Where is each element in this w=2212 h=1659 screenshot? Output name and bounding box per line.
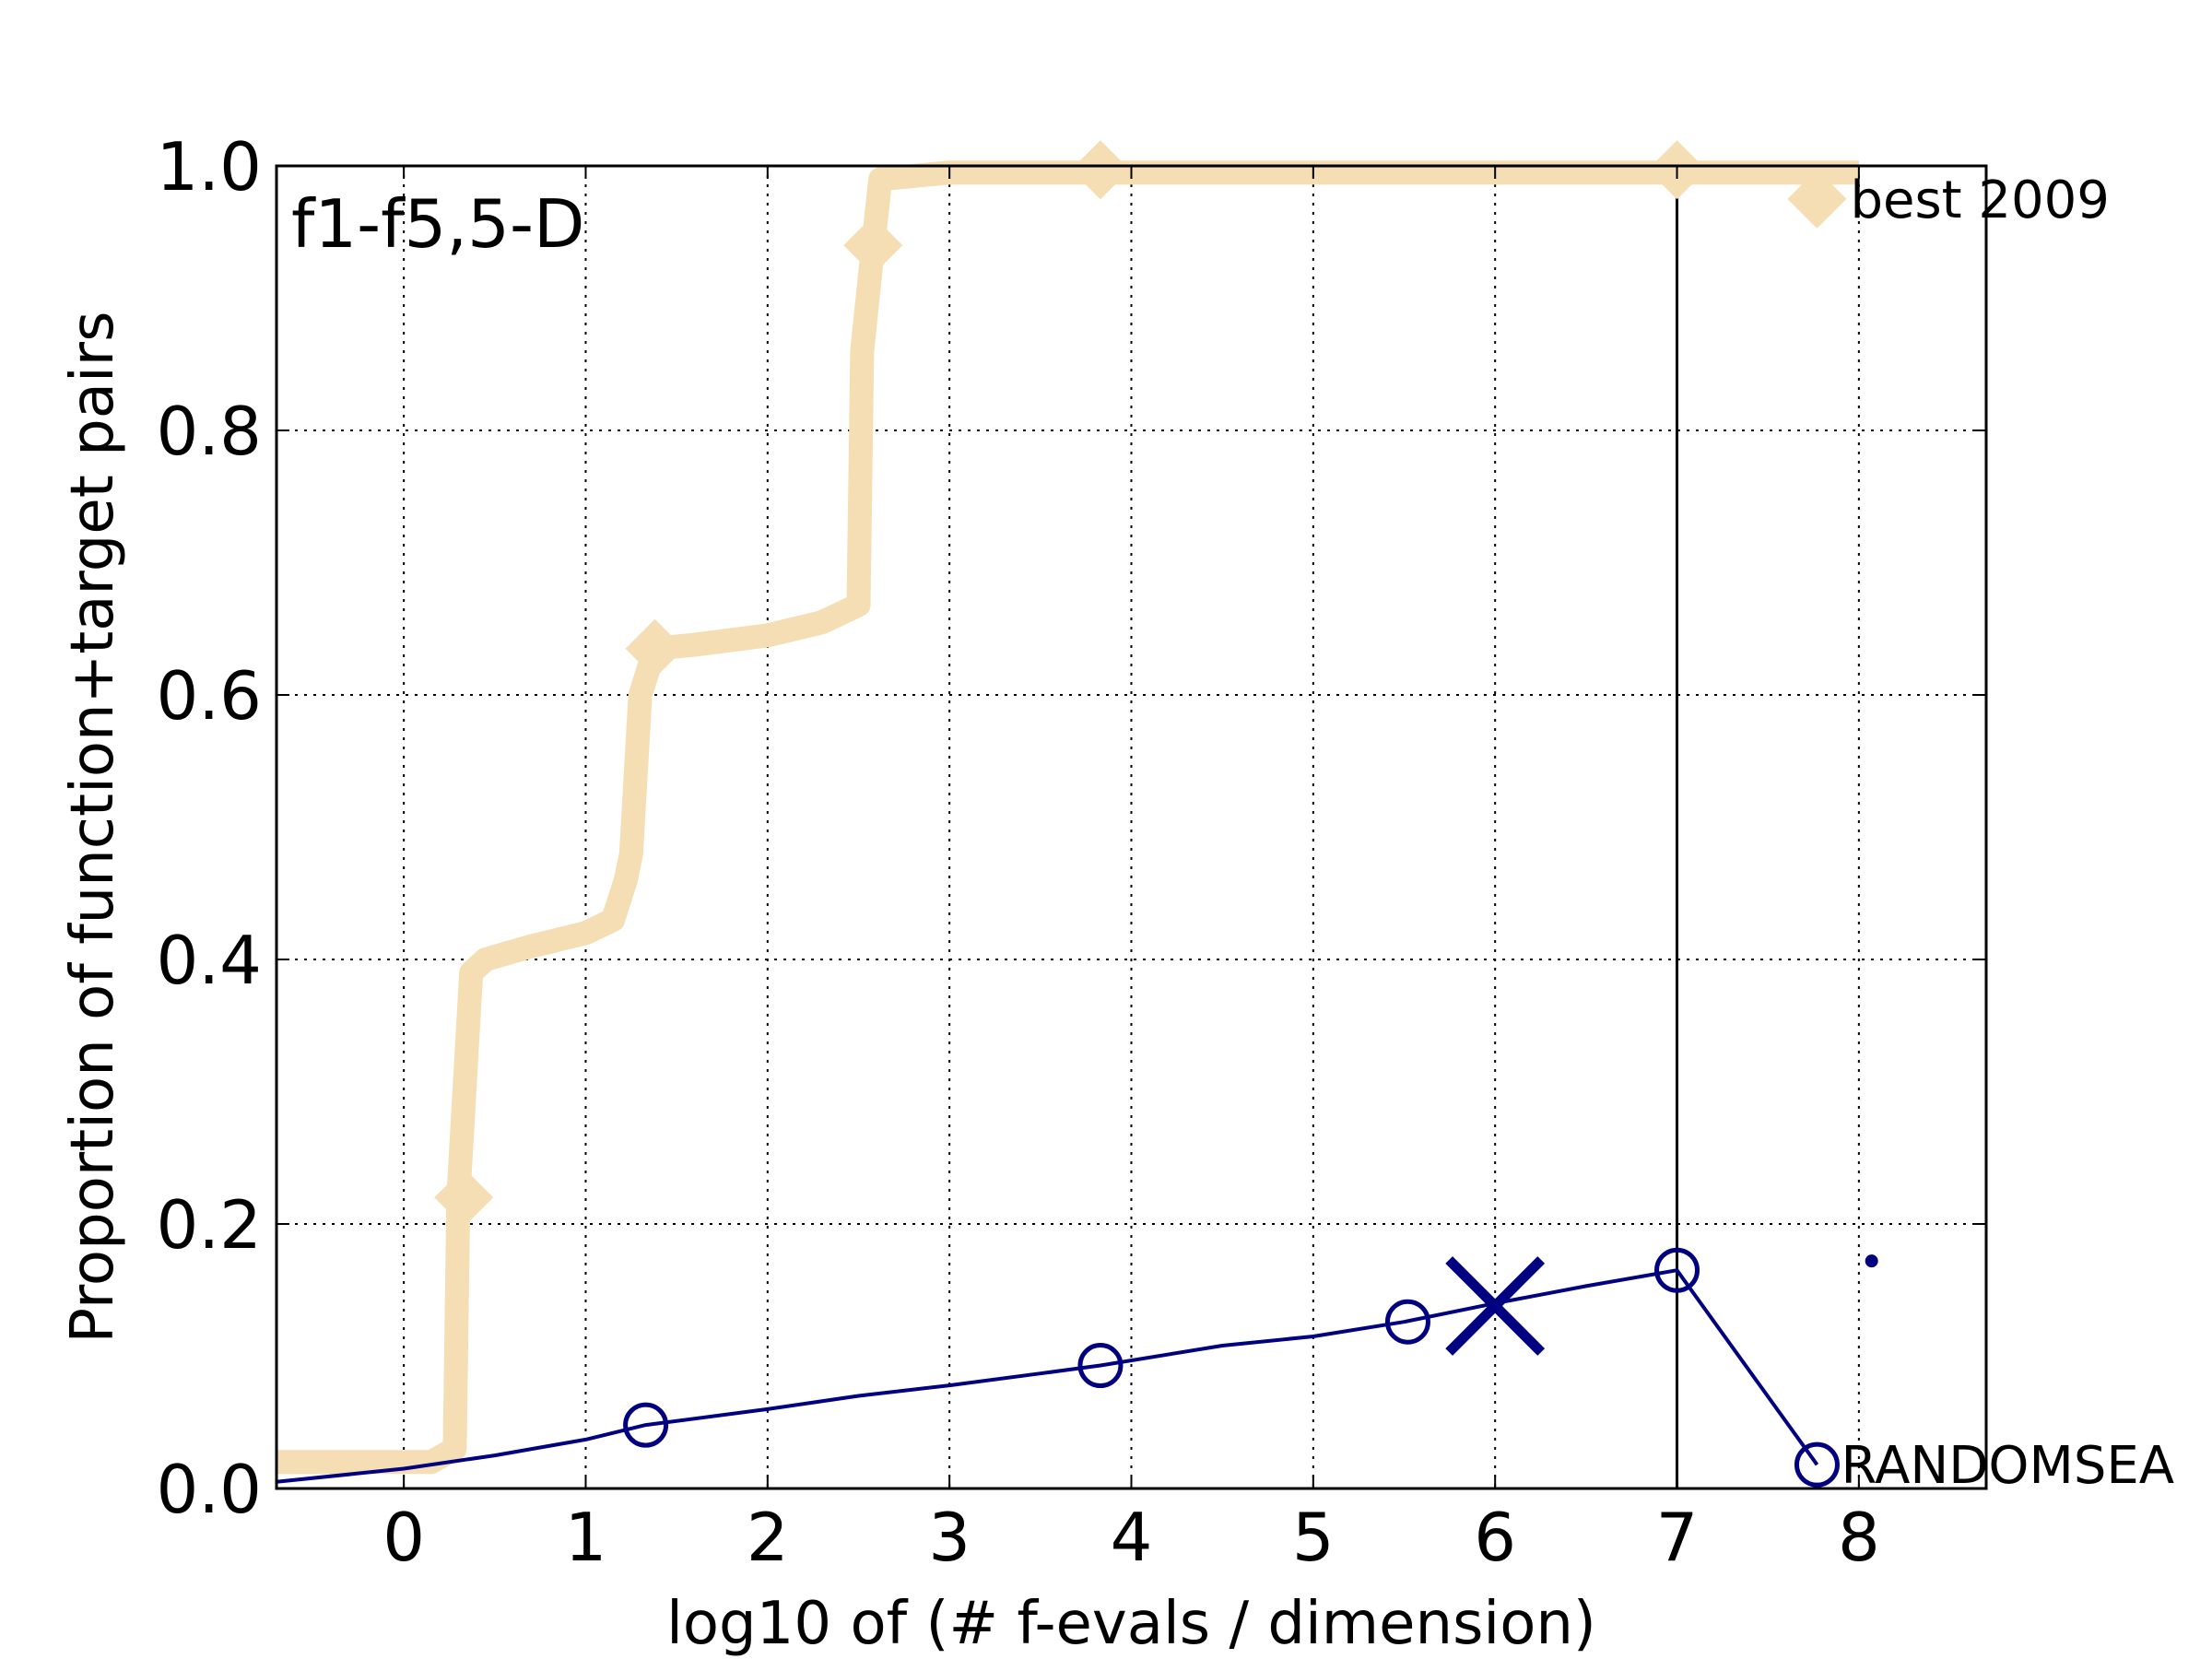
marker-best-2009 [434,1168,494,1228]
marker-best-2009 [843,216,903,276]
series-line-randomsea [276,1268,1819,1484]
marker-randomsea [623,1402,669,1448]
x-tick-label: 3 [928,1499,971,1576]
series-label-randomsea: RANDOMSEA [1841,1436,2174,1496]
series-group [276,140,1878,1488]
x-axis-label: log10 of (# f-evals / dimension) [666,1590,1596,1658]
grid [276,165,1986,1489]
dot-marker [1865,1254,1878,1268]
marker-best-2009 [625,618,685,678]
y-tick-label: 0.0 [156,1451,262,1528]
plot-frame [275,164,1988,1490]
ticks: 0 1 2 3 4 5 6 7 8 0.0 0.2 0.4 0.6 0.8 1.0 [156,128,1986,1576]
x-tick-label: 6 [1474,1499,1516,1576]
marker-best-2009 [1787,169,1847,229]
x-tick-label: 2 [747,1499,789,1576]
x-tick-label: 8 [1838,1499,1880,1576]
y-tick-label: 0.8 [156,393,262,470]
y-tick-label: 0.4 [156,922,262,999]
x-tick-label: 4 [1111,1499,1153,1576]
marker-randomsea [1794,1441,1840,1488]
series-line-best-2009 [276,160,1859,1475]
y-tick-label: 1.0 [156,128,262,206]
marker-randomsea [1654,1247,1700,1293]
series-label-best-2009: best 2009 [1850,171,2109,230]
x-tick-label: 5 [1292,1499,1335,1576]
y-axis-label: Proportion of function+target pairs [59,312,127,1344]
x-tick-label: 7 [1656,1499,1699,1576]
y-tick-label: 0.2 [156,1186,262,1264]
cross-marker [1445,1256,1546,1356]
marker-randomsea [1384,1299,1430,1345]
x-tick-label: 0 [382,1499,425,1576]
y-tick-label: 0.6 [156,657,262,735]
x-tick-label: 1 [565,1499,607,1576]
marker-best-2009 [1070,140,1130,200]
panel-label: f1-f5,5-D [291,185,584,263]
marker-randomsea [1077,1343,1124,1389]
